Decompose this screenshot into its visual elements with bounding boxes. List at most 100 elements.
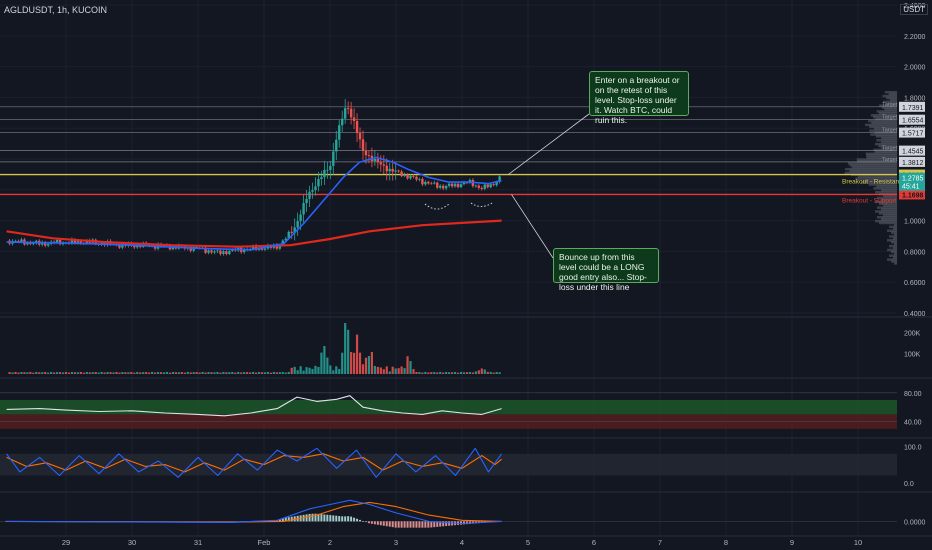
volume-bar (195, 372, 198, 374)
volume-profile-bar (869, 129, 897, 132)
volume-bar (492, 372, 495, 374)
rsi-line (6, 395, 502, 417)
candle-body (320, 177, 323, 179)
candle-body (278, 245, 282, 249)
volume-profile-bar (875, 117, 897, 121)
candle-body (480, 187, 483, 189)
candle-body (243, 249, 246, 253)
volume-profile-bar (881, 217, 897, 221)
volume-bar (50, 371, 53, 374)
volume-bar (403, 368, 406, 374)
volume-profile-bar (876, 110, 897, 113)
volume-bar (397, 368, 400, 374)
candle-body (263, 248, 267, 250)
stoch-k-line (6, 447, 503, 478)
candle-body (287, 231, 290, 239)
candle-body (317, 178, 320, 187)
slow-moving-average-line (6, 219, 502, 248)
volume-bar (216, 371, 219, 374)
macd-histogram-bar (341, 516, 344, 522)
volume-profile-bar (875, 135, 897, 138)
macd-line (6, 499, 502, 525)
volume-bar (151, 371, 154, 374)
volume-bar (26, 372, 29, 374)
volume-bar (180, 371, 183, 374)
currency-label[interactable]: USDT (900, 4, 928, 15)
volume-bar (278, 372, 281, 374)
volume-profile-bar (887, 248, 897, 252)
macd-histogram-bar (332, 515, 335, 522)
macd-histogram-bar (415, 521, 418, 528)
volume-bar (382, 369, 385, 374)
macd-histogram-bar (391, 521, 394, 528)
volume-bar (35, 371, 38, 374)
volume-bar (347, 329, 350, 374)
volume-bar (222, 371, 225, 374)
volume-profile-bar (891, 231, 897, 234)
bounce-arc (424, 203, 450, 210)
candle-body (412, 175, 415, 177)
volume-bar (174, 372, 177, 374)
volume-profile-bar (887, 239, 897, 242)
candle-body (260, 247, 264, 250)
volume-bar (263, 372, 267, 374)
volume-bar (249, 372, 252, 374)
volume-bar (376, 366, 379, 374)
candle-body (459, 184, 463, 188)
volume-bar (171, 371, 175, 374)
volume-bar (355, 334, 359, 374)
volume-profile-bar (882, 94, 897, 98)
volume-bar (17, 372, 20, 374)
candle-body (477, 185, 481, 188)
volume-bar (409, 361, 412, 374)
volume-profile-bar (873, 187, 897, 190)
volume-profile-bar (894, 233, 897, 236)
target-price-tag (899, 127, 925, 138)
candle-body (254, 245, 258, 250)
candle-body (55, 239, 59, 244)
volume-profile-bar (860, 181, 897, 184)
candle-body (450, 183, 454, 187)
candle-body (118, 245, 121, 248)
volume-bar (14, 371, 17, 374)
volume-bar (44, 372, 47, 374)
volume-profile-bar (886, 96, 897, 100)
volume-profile-bar (894, 262, 897, 265)
level-price-label: 1.1698 (902, 192, 924, 199)
volume-tick-label: 200K (904, 331, 921, 338)
volume-profile-bar (891, 241, 897, 244)
candle-body (207, 250, 210, 253)
macd-histogram-bar (281, 518, 284, 522)
volume-bar (436, 372, 439, 374)
macd-histogram-bar (400, 521, 403, 528)
volume-bar (64, 371, 68, 374)
volume-profile-bar (888, 92, 897, 96)
volume-bar (317, 366, 320, 374)
volume-profile-bar (877, 215, 897, 219)
candle-body (133, 245, 136, 248)
candle-body (489, 184, 492, 188)
candle-body (415, 176, 418, 180)
candle-body (430, 183, 433, 185)
volume-profile-bar (879, 202, 897, 206)
volume-profile-bar (881, 208, 897, 211)
macd-histogram-bar (418, 521, 421, 528)
volume-bar (320, 352, 323, 374)
volume-profile-bar (893, 227, 897, 231)
candle-body (421, 178, 424, 185)
candle-body (79, 241, 83, 244)
volume-bar (70, 372, 74, 374)
symbol-label[interactable]: AGLDUSDT, 1h, KUCOIN (4, 5, 108, 15)
candle-body (474, 185, 478, 187)
volume-profile-bar (877, 196, 897, 200)
macd-histogram-bar (436, 521, 439, 527)
volume-bar (430, 372, 433, 374)
time-tick-label: 3 (394, 538, 398, 547)
candle-body (341, 118, 344, 126)
volume-profile-bar (868, 119, 897, 123)
volume-profile-bar (883, 194, 897, 198)
volume-bar (388, 371, 391, 374)
volume-profile-bar (875, 142, 897, 146)
candle-body (305, 198, 308, 204)
